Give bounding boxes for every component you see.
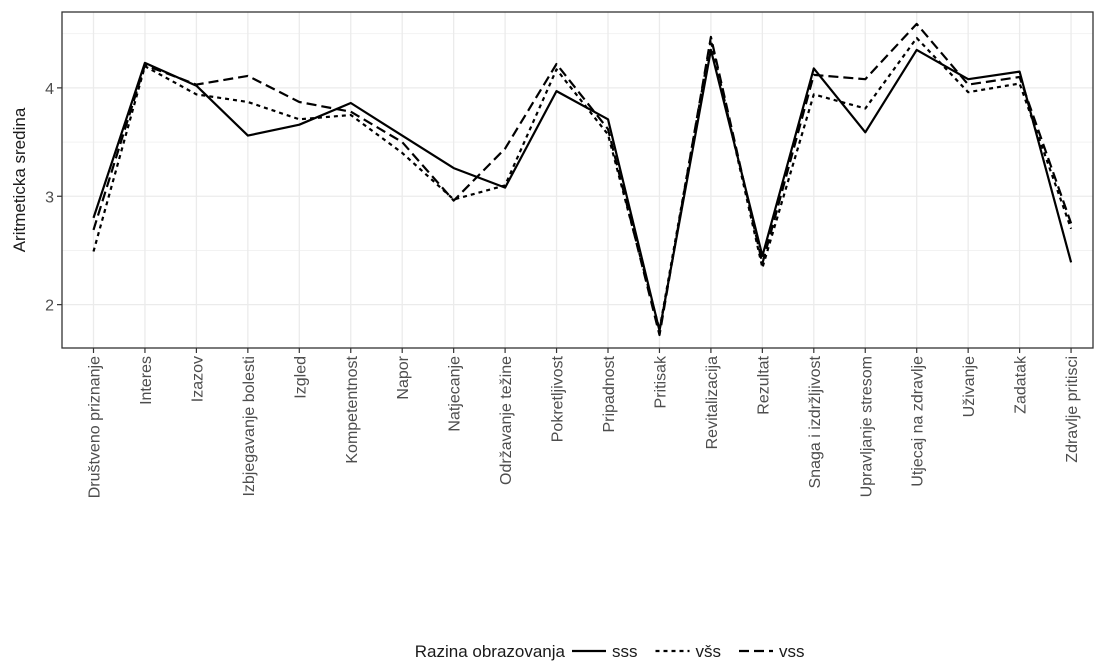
series-line-vss — [92, 22, 1073, 337]
grid-major — [62, 12, 1093, 348]
series-lines — [92, 22, 1073, 337]
x-tick-label: Utjecaj na zdravlje — [910, 356, 927, 487]
x-tick-label: Upravljanje stresom — [858, 356, 875, 497]
y-axis-title: Aritmeticka sredina — [10, 107, 29, 252]
x-tick-label: Izgled — [292, 356, 309, 399]
series-line-sss — [92, 48, 1073, 332]
x-tick-label: Održavanje težine — [498, 356, 515, 485]
plot-panel — [62, 12, 1093, 348]
x-tick-label: Zdravlje pritisci — [1064, 356, 1081, 463]
x-tick-label: Pritisak — [652, 355, 669, 408]
x-axis: Društveno priznanje Interes Izazov Izbjegav… — [87, 348, 1081, 498]
x-tick-label: Snaga i izdržljivost — [807, 355, 824, 488]
grid-minor — [62, 33, 1093, 251]
series-line-všs — [92, 36, 1073, 331]
x-tick-label: Izazov — [189, 356, 206, 402]
legend: Razina obrazovanja sss všs vss — [415, 642, 805, 661]
y-tick-label: 4 — [45, 81, 54, 98]
x-tick-label: Kompetentnost — [344, 355, 361, 463]
y-tick-label: 2 — [45, 298, 54, 315]
x-tick-label: Uživanje — [961, 356, 978, 417]
x-tick-label: Rezultat — [755, 355, 772, 414]
panel-background — [62, 12, 1093, 348]
x-tick-label: Revitalizacija — [704, 356, 721, 449]
legend-title: Razina obrazovanja — [415, 642, 566, 661]
x-tick-label: Interes — [138, 356, 155, 405]
panel-border — [61, 11, 1094, 349]
y-tick-label: 3 — [45, 189, 54, 206]
x-tick-label: Zadatak — [1013, 355, 1030, 414]
x-tick-label: Natjecanje — [447, 356, 464, 432]
x-tick-label: Društveno priznanje — [87, 356, 104, 498]
x-tick-label: Pripadnost — [601, 355, 618, 432]
x-tick-label: Izbjegavanje bolesti — [241, 356, 258, 497]
plot-border — [61, 11, 1094, 349]
x-tick-label: Napor — [395, 355, 412, 399]
legend-label-sss: sss — [612, 642, 638, 661]
legend-label-všs: všs — [696, 642, 722, 661]
y-axis: 2 3 4 — [45, 81, 62, 315]
legend-label-vss: vss — [779, 642, 805, 661]
x-tick-label: Pokretljivost — [550, 355, 567, 442]
